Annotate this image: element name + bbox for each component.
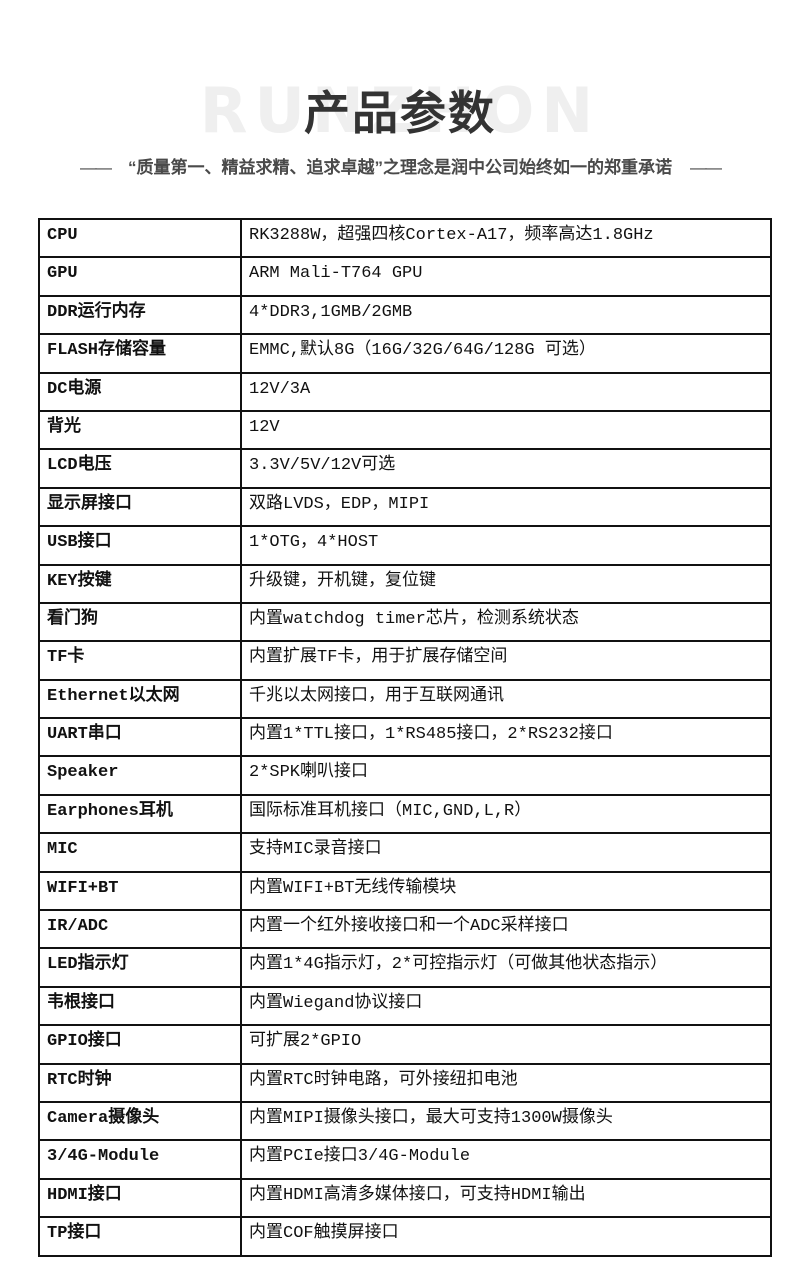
spec-label: 背光 <box>38 409 242 451</box>
spec-value: 12V/3A <box>240 371 772 412</box>
spec-label: LCD电压 <box>38 448 242 489</box>
spec-label: CPU <box>38 217 242 259</box>
table-row: TP接口 内置COF触摸屏接口 <box>38 1216 772 1257</box>
spec-label: TP接口 <box>38 1216 242 1257</box>
spec-label: Camera摄像头 <box>38 1100 242 1142</box>
spec-value: 内置HDMI高清多媒体接口，可支持HDMI输出 <box>240 1177 772 1219</box>
spec-label: Ethernet以太网 <box>38 678 242 720</box>
spec-value: 支持MIC录音接口 <box>240 832 772 873</box>
spec-label: TF卡 <box>38 640 242 681</box>
table-row: FLASH存储容量 EMMC,默认8G（16G/32G/64G/128G 可选） <box>38 333 772 374</box>
table-row: GPU ARM Mali-T764 GPU <box>38 256 772 297</box>
spec-value: 可扩展2*GPIO <box>240 1024 772 1065</box>
table-row: WIFI+BT 内置WIFI+BT无线传输模块 <box>38 870 772 912</box>
spec-value: 千兆以太网接口，用于互联网通讯 <box>240 678 772 720</box>
spec-table: CPU RK3288W，超强四核Cortex-A17，频率高达1.8GHz GP… <box>38 217 772 1257</box>
spec-label: WIFI+BT <box>38 870 242 912</box>
table-row: Speaker 2*SPK喇叭接口 <box>38 755 772 796</box>
table-row: TF卡 内置扩展TF卡，用于扩展存储空间 <box>38 640 772 681</box>
table-row: 看门狗 内置watchdog timer芯片，检测系统状态 <box>38 601 772 643</box>
spec-value: 3.3V/5V/12V可选 <box>240 448 772 489</box>
page-header: RUNZHON 产品参数 —— “质量第一、精益求精、追求卓越”之理念是润中公司始… <box>0 0 800 218</box>
table-row: MIC 支持MIC录音接口 <box>38 832 772 873</box>
spec-label: 3/4G-Module <box>38 1139 242 1180</box>
spec-value: 双路LVDS，EDP，MIPI <box>240 486 772 528</box>
spec-label: DDR运行内存 <box>38 294 242 336</box>
spec-value: EMMC,默认8G（16G/32G/64G/128G 可选） <box>240 333 772 374</box>
table-row: IR/ADC 内置一个红外接收接口和一个ADC采样接口 <box>38 909 772 950</box>
spec-label: Speaker <box>38 755 242 796</box>
spec-label: 韦根接口 <box>38 985 242 1027</box>
spec-value: ARM Mali-T764 GPU <box>240 256 772 297</box>
spec-value: 内置PCIe接口3/4G-Module <box>240 1139 772 1180</box>
tagline-row: —— “质量第一、精益求精、追求卓越”之理念是润中公司始终如一的郑重承诺 —— <box>0 153 800 178</box>
spec-value: RK3288W，超强四核Cortex-A17，频率高达1.8GHz <box>240 217 772 259</box>
spec-value: 12V <box>240 409 772 451</box>
table-row: Camera摄像头 内置MIPI摄像头接口，最大可支持1300W摄像头 <box>38 1100 772 1142</box>
table-row: 3/4G-Module 内置PCIe接口3/4G-Module <box>38 1139 772 1180</box>
spec-value: 内置1*4G指示灯，2*可控指示灯（可做其他状态指示） <box>240 947 772 988</box>
spec-value: 内置一个红外接收接口和一个ADC采样接口 <box>240 909 772 950</box>
spec-value: 2*SPK喇叭接口 <box>240 755 772 796</box>
spec-label: GPIO接口 <box>38 1024 242 1065</box>
table-row: RTC时钟 内置RTC时钟电路，可外接纽扣电池 <box>38 1062 772 1103</box>
table-row: Ethernet以太网 千兆以太网接口，用于互联网通讯 <box>38 678 772 720</box>
spec-label: HDMI接口 <box>38 1177 242 1219</box>
table-row: GPIO接口 可扩展2*GPIO <box>38 1024 772 1065</box>
table-row: KEY按键 升级键，开机键，复位键 <box>38 563 772 604</box>
spec-value: 1*OTG，4*HOST <box>240 525 772 566</box>
tagline-left-dash: —— <box>80 157 112 177</box>
table-row: DC电源 12V/3A <box>38 371 772 412</box>
table-row: 显示屏接口 双路LVDS，EDP，MIPI <box>38 486 772 528</box>
spec-table-body: CPU RK3288W，超强四核Cortex-A17，频率高达1.8GHz GP… <box>38 217 772 1257</box>
table-row: Earphones耳机 国际标准耳机接口（MIC,GND,L,R） <box>38 793 772 835</box>
tagline-text: “质量第一、精益求精、追求卓越”之理念是润中公司始终如一的郑重承诺 <box>128 157 672 177</box>
spec-label: UART串口 <box>38 717 242 758</box>
spec-value: 内置watchdog timer芯片，检测系统状态 <box>240 601 772 643</box>
spec-label: KEY按键 <box>38 563 242 604</box>
spec-label: Earphones耳机 <box>38 793 242 835</box>
table-row: UART串口 内置1*TTL接口，1*RS485接口，2*RS232接口 <box>38 717 772 758</box>
spec-value: 内置RTC时钟电路，可外接纽扣电池 <box>240 1062 772 1103</box>
table-row: 背光 12V <box>38 409 772 451</box>
spec-value: 4*DDR3,1GMB/2GMB <box>240 294 772 336</box>
spec-value: 内置MIPI摄像头接口，最大可支持1300W摄像头 <box>240 1100 772 1142</box>
table-row: USB接口 1*OTG，4*HOST <box>38 525 772 566</box>
table-row: LED指示灯 内置1*4G指示灯，2*可控指示灯（可做其他状态指示） <box>38 947 772 988</box>
spec-value: 国际标准耳机接口（MIC,GND,L,R） <box>240 793 772 835</box>
spec-label: 看门狗 <box>38 601 242 643</box>
table-row: HDMI接口 内置HDMI高清多媒体接口，可支持HDMI输出 <box>38 1177 772 1219</box>
spec-label: IR/ADC <box>38 909 242 950</box>
table-row: CPU RK3288W，超强四核Cortex-A17，频率高达1.8GHz <box>38 217 772 259</box>
table-row: LCD电压 3.3V/5V/12V可选 <box>38 448 772 489</box>
spec-label: LED指示灯 <box>38 947 242 988</box>
spec-value: 内置WIFI+BT无线传输模块 <box>240 870 772 912</box>
table-row: 韦根接口 内置Wiegand协议接口 <box>38 985 772 1027</box>
spec-value: 内置Wiegand协议接口 <box>240 985 772 1027</box>
brand-watermark: RUNZHON <box>199 74 601 147</box>
spec-label: USB接口 <box>38 525 242 566</box>
spec-label: MIC <box>38 832 242 873</box>
page-title: 产品参数 <box>304 86 496 140</box>
spec-label: 显示屏接口 <box>38 486 242 528</box>
spec-value: 内置1*TTL接口，1*RS485接口，2*RS232接口 <box>240 717 772 758</box>
spec-value: 升级键，开机键，复位键 <box>240 563 772 604</box>
spec-value: 内置COF触摸屏接口 <box>240 1216 772 1257</box>
spec-value: 内置扩展TF卡，用于扩展存储空间 <box>240 640 772 681</box>
spec-label: GPU <box>38 256 242 297</box>
spec-label: DC电源 <box>38 371 242 412</box>
tagline-right-dash: —— <box>690 157 722 177</box>
spec-label: RTC时钟 <box>38 1062 242 1103</box>
table-row: DDR运行内存 4*DDR3,1GMB/2GMB <box>38 294 772 336</box>
spec-label: FLASH存储容量 <box>38 333 242 374</box>
